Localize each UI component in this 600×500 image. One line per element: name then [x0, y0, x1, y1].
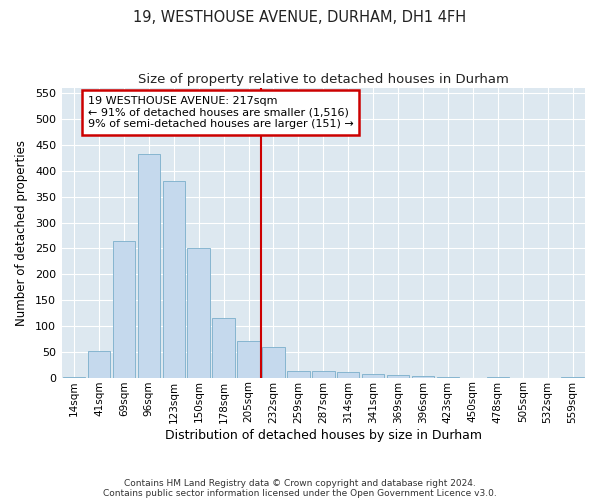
Bar: [212, 318, 235, 378]
Bar: [137, 154, 160, 378]
Bar: [337, 372, 359, 378]
Title: Size of property relative to detached houses in Durham: Size of property relative to detached ho…: [138, 72, 509, 86]
Y-axis label: Number of detached properties: Number of detached properties: [15, 140, 28, 326]
Bar: [362, 374, 385, 378]
Bar: [88, 351, 110, 378]
Bar: [63, 376, 85, 378]
X-axis label: Distribution of detached houses by size in Durham: Distribution of detached houses by size …: [165, 430, 482, 442]
Bar: [487, 377, 509, 378]
Bar: [163, 181, 185, 378]
Text: 19 WESTHOUSE AVENUE: 217sqm
← 91% of detached houses are smaller (1,516)
9% of s: 19 WESTHOUSE AVENUE: 217sqm ← 91% of det…: [88, 96, 353, 129]
Bar: [262, 346, 284, 378]
Text: 19, WESTHOUSE AVENUE, DURHAM, DH1 4FH: 19, WESTHOUSE AVENUE, DURHAM, DH1 4FH: [133, 10, 467, 25]
Bar: [187, 248, 210, 378]
Bar: [238, 342, 260, 378]
Bar: [562, 376, 584, 378]
Bar: [287, 371, 310, 378]
Text: Contains HM Land Registry data © Crown copyright and database right 2024.
Contai: Contains HM Land Registry data © Crown c…: [103, 479, 497, 498]
Bar: [387, 374, 409, 378]
Bar: [437, 376, 459, 378]
Bar: [312, 371, 335, 378]
Bar: [412, 376, 434, 378]
Bar: [113, 240, 135, 378]
